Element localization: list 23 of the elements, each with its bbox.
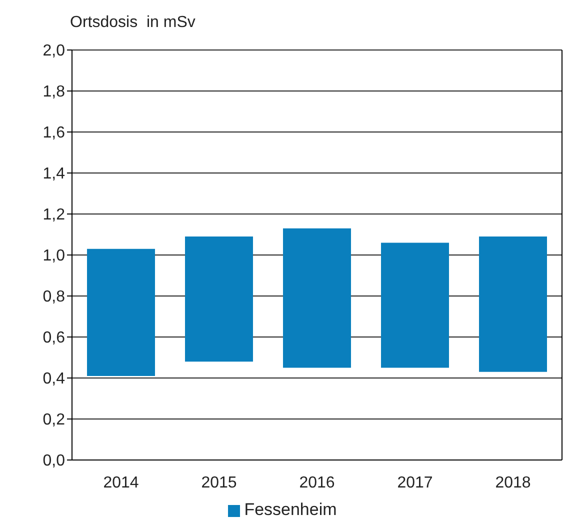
x-tick-label: 2017 bbox=[397, 474, 433, 492]
bar bbox=[185, 236, 253, 362]
x-tick-label: 2014 bbox=[103, 474, 139, 492]
bar bbox=[479, 236, 547, 372]
x-tick-label: 2018 bbox=[495, 474, 531, 492]
y-tick-label: 0,4 bbox=[42, 370, 66, 388]
y-tick-label: 0,2 bbox=[42, 412, 66, 429]
x-tick-label: 2015 bbox=[201, 474, 237, 492]
y-tick-label: 1,6 bbox=[42, 124, 66, 142]
y-tick-label: 0,6 bbox=[42, 330, 66, 347]
y-tick-label: 0,8 bbox=[42, 288, 66, 306]
bar bbox=[283, 228, 351, 368]
y-tick-label: 1,8 bbox=[42, 84, 66, 101]
x-tick-label: 2016 bbox=[299, 474, 335, 492]
y-tick-label: 1,0 bbox=[42, 248, 66, 265]
bar bbox=[381, 242, 449, 368]
y-tick-label: 1,2 bbox=[42, 206, 66, 224]
y-axis-title: Ortsdosis in mSv bbox=[70, 14, 196, 32]
legend-label: Fessenheim bbox=[244, 500, 337, 519]
y-tick-label: 0,0 bbox=[42, 452, 66, 470]
bar bbox=[87, 248, 155, 376]
y-tick-label: 2,0 bbox=[42, 42, 66, 60]
y-tick-label: 1,4 bbox=[42, 166, 66, 183]
